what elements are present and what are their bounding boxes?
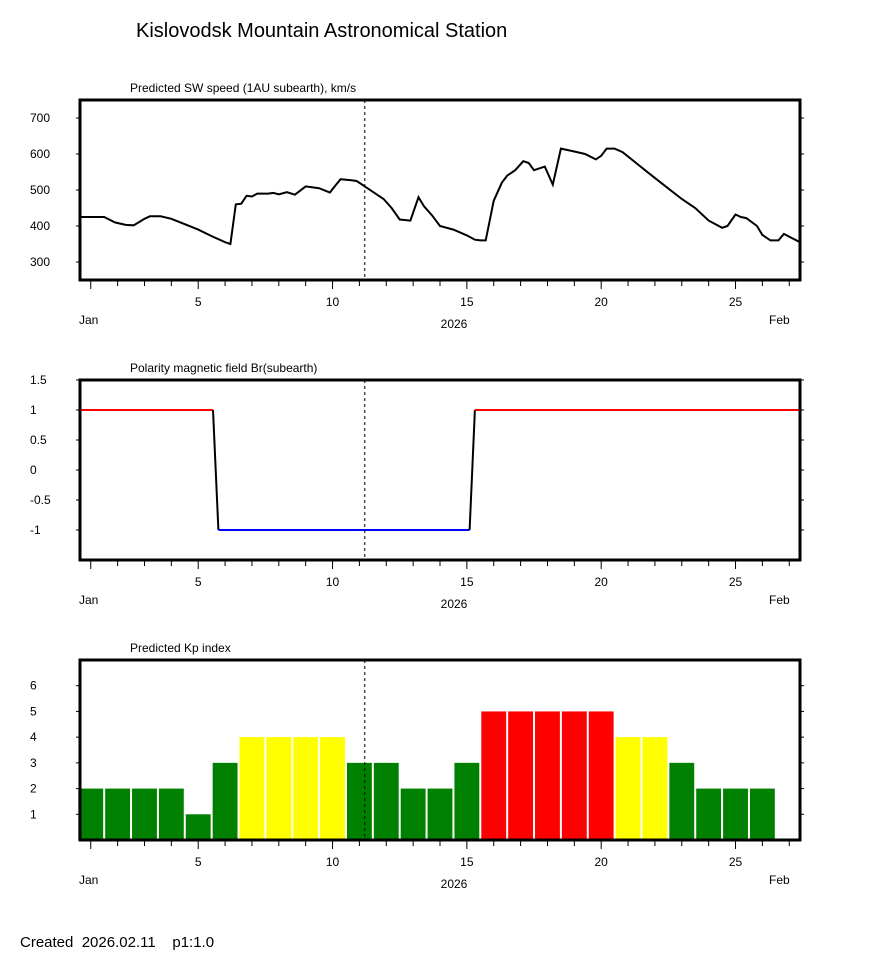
chart-panel-3: Predicted Kp index 1 2 3 4 5 6 5 10 15 20 25 Jan Feb 2…	[30, 641, 804, 891]
kp-bar-day-6	[212, 762, 238, 840]
x-tick-label: 25	[729, 575, 743, 589]
x-tick-label: 15	[460, 575, 474, 589]
x-tick-label: 25	[729, 295, 743, 309]
x-tick-label: 20	[595, 295, 609, 309]
x-year-label: 2026	[441, 877, 468, 891]
y-tick-label: 4	[30, 730, 37, 744]
series-line-transition	[212, 409, 220, 531]
kp-bar-day-10	[320, 737, 345, 840]
x-end-month-label: Feb	[769, 873, 790, 887]
kp-bar-day-24	[696, 788, 722, 840]
kp-bar-day-23	[669, 762, 695, 840]
x-tick-label: 10	[326, 855, 340, 869]
y-tick-label: 2	[30, 782, 37, 796]
kp-bar-day-11	[346, 762, 372, 840]
x-tick-label: 5	[195, 855, 202, 869]
plot-frame	[78, 378, 802, 562]
footer-version: p1:1.0	[172, 934, 215, 951]
kp-bar-day-4	[158, 788, 184, 840]
kp-bar-day-15	[454, 762, 480, 840]
y-tick-label: 600	[30, 147, 50, 161]
kp-bar-day-8	[266, 737, 292, 840]
kp-bar-day-19	[561, 711, 587, 840]
x-end-month-label: Feb	[769, 593, 790, 607]
y-tick-label: 400	[30, 219, 50, 233]
kp-bar-day-20	[588, 711, 614, 840]
y-tick-label: 1.5	[30, 373, 47, 387]
kp-bar-day-21	[615, 737, 641, 840]
x-tick-label: 15	[460, 855, 474, 869]
y-tick-label: 500	[30, 183, 50, 197]
kp-bar-day-22	[642, 737, 668, 840]
x-end-month-label: Feb	[769, 313, 790, 327]
y-tick-label: 700	[30, 111, 50, 125]
footer: Created 2026.02.11 p1:1.0	[20, 934, 214, 951]
chart-title: Predicted SW speed (1AU subearth), km/s	[130, 81, 356, 95]
kp-bar-day-2	[105, 788, 131, 840]
kp-bar-day-3	[132, 788, 157, 840]
y-tick-label: -1	[30, 523, 41, 537]
y-tick-label: 0.5	[30, 433, 47, 447]
x-tick-label: 10	[326, 295, 340, 309]
y-tick-label: -0.5	[30, 493, 51, 507]
y-tick-label: 1	[30, 403, 37, 417]
series-line-SW speed	[80, 147, 801, 246]
kp-bar-day-25	[723, 788, 748, 840]
footer-date: 2026.02.11	[81, 934, 156, 951]
y-tick-label: 3	[30, 756, 37, 770]
chart-title: Predicted Kp index	[130, 641, 231, 655]
kp-bar-day-9	[293, 737, 319, 840]
x-tick-label: 15	[460, 295, 474, 309]
x-tick-label: 10	[326, 575, 340, 589]
chart-panel-2: Polarity magnetic field Br(subearth) -1 -0…	[30, 361, 804, 611]
chart-title: Polarity magnetic field Br(subearth)	[130, 361, 317, 375]
x-start-month-label: Jan	[79, 873, 98, 887]
y-tick-label: 0	[30, 463, 37, 477]
x-year-label: 2026	[441, 317, 468, 331]
x-tick-label: 5	[195, 575, 202, 589]
x-year-label: 2026	[441, 597, 468, 611]
page-title: Kislovodsk Mountain Astronomical Station	[136, 20, 508, 42]
kp-bar-day-1	[78, 788, 104, 840]
kp-bar-day-18	[535, 711, 560, 840]
kp-bar-day-17	[508, 711, 534, 840]
x-tick-label: 20	[595, 575, 609, 589]
footer-created-label: Created	[20, 934, 74, 951]
x-tick-label: 25	[729, 855, 743, 869]
kp-bar-day-5	[185, 814, 211, 840]
x-start-month-label: Jan	[79, 313, 98, 327]
kp-bar-day-12	[373, 762, 399, 840]
kp-bar-day-13	[400, 788, 426, 840]
kp-bar-day-26	[749, 788, 775, 840]
plot-frame	[78, 658, 802, 842]
x-tick-label: 20	[595, 855, 609, 869]
x-tick-label: 5	[195, 295, 202, 309]
y-tick-label: 1	[30, 807, 37, 821]
y-tick-label: 6	[30, 679, 37, 693]
kp-bar-day-16	[481, 711, 507, 840]
x-start-month-label: Jan	[79, 593, 98, 607]
kp-bar-day-7	[239, 737, 265, 840]
kp-bar-day-14	[427, 788, 453, 840]
y-tick-label: 5	[30, 704, 37, 718]
chart-panel-1: Predicted SW speed (1AU subearth), km/s 3…	[30, 81, 804, 331]
y-tick-label: 300	[30, 255, 50, 269]
series-line-transition	[468, 409, 476, 531]
plot-frame	[78, 98, 802, 282]
